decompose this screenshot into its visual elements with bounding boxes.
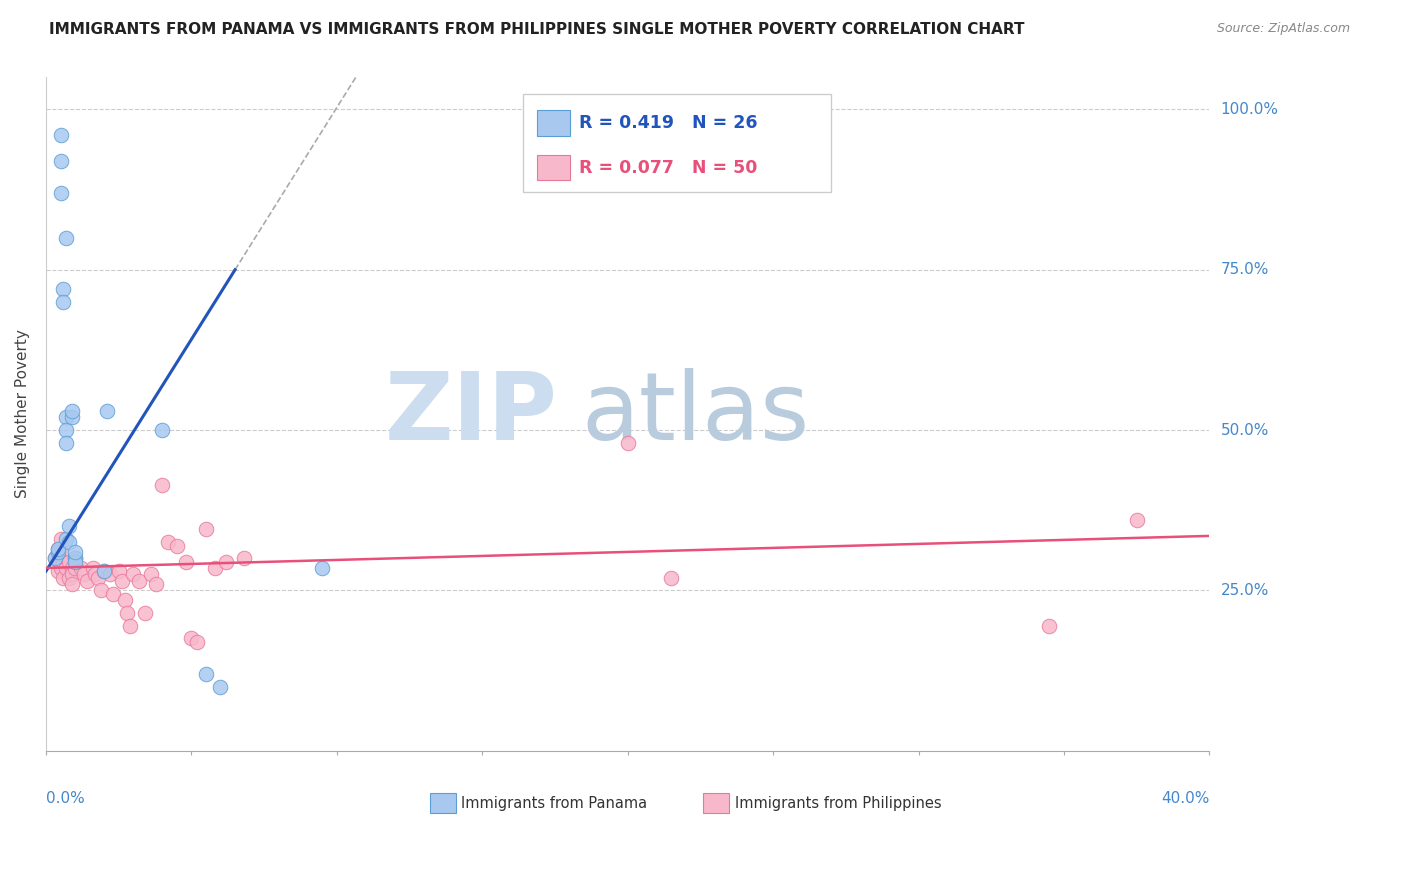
Point [139,567,162,582]
Point [60,567,83,582]
Point [117,606,139,620]
Point [44,551,66,566]
Text: 75.0%: 75.0% [1220,262,1268,277]
Text: Immigrants from Philippines: Immigrants from Philippines [735,796,942,811]
Point [166,539,188,553]
Point [49,153,72,168]
Point [49,186,72,200]
Point [90,583,112,598]
Point [1038,618,1060,632]
Point [87,570,110,584]
Point [122,567,145,582]
Point [58,555,80,569]
Y-axis label: Single Mother Poverty: Single Mother Poverty [15,330,30,499]
Point [107,564,129,578]
Bar [703,793,728,814]
Point [60,561,83,575]
Point [63,561,86,575]
Text: 100.0%: 100.0% [1220,102,1278,117]
Point [110,574,132,588]
Point [60,404,83,418]
Text: 50.0%: 50.0% [1220,423,1268,438]
Point [58,570,80,584]
Text: 40.0%: 40.0% [1161,791,1209,806]
Point [55,423,77,437]
Point [194,523,217,537]
Point [311,561,333,575]
Point [120,618,142,632]
Point [49,561,72,575]
Point [49,532,72,546]
Point [93,564,115,578]
Point [128,574,150,588]
Point [659,570,682,584]
Point [145,577,167,591]
Point [73,567,96,582]
Point [186,634,208,648]
Point [70,561,93,575]
Point [63,545,86,559]
Point [63,551,86,566]
Point [96,404,118,418]
Text: Source: ZipAtlas.com: Source: ZipAtlas.com [1216,22,1350,36]
Point [46,541,69,556]
Point [157,535,180,549]
Point [49,128,72,143]
Point [101,586,124,600]
Point [60,577,83,591]
Point [150,423,173,437]
Point [134,606,156,620]
Point [209,680,232,694]
Point [1125,513,1147,527]
Point [204,561,226,575]
Point [63,555,86,569]
Point [55,410,77,425]
Point [58,535,80,549]
Text: 0.0%: 0.0% [46,791,84,806]
Point [55,561,77,575]
FancyBboxPatch shape [523,95,831,192]
Point [63,551,86,566]
Point [52,282,75,296]
Text: IMMIGRANTS FROM PANAMA VS IMMIGRANTS FROM PHILIPPINES SINGLE MOTHER POVERTY CORR: IMMIGRANTS FROM PANAMA VS IMMIGRANTS FRO… [49,22,1025,37]
Point [215,555,238,569]
Point [52,294,75,309]
Point [49,545,72,559]
Text: 25.0%: 25.0% [1220,582,1268,598]
Point [174,555,197,569]
Point [46,545,69,559]
Point [76,574,98,588]
Point [180,632,202,646]
Point [44,551,66,566]
Text: Immigrants from Panama: Immigrants from Panama [461,796,647,811]
Point [84,567,107,582]
Bar [537,111,569,136]
Point [150,477,173,491]
Point [52,570,75,584]
Point [58,519,80,533]
Point [98,567,121,582]
Point [82,561,104,575]
Point [55,532,77,546]
Point [232,551,254,566]
Bar [430,793,456,814]
Point [194,666,217,681]
Bar [537,155,569,180]
Point [46,541,69,556]
Point [93,564,115,578]
Point [55,231,77,245]
Point [114,593,136,607]
Text: atlas: atlas [581,368,810,460]
Point [55,436,77,450]
Text: R = 0.419   N = 26: R = 0.419 N = 26 [579,114,758,132]
Text: ZIP: ZIP [385,368,558,460]
Point [616,436,638,450]
Point [60,410,83,425]
Text: R = 0.077   N = 50: R = 0.077 N = 50 [579,159,758,177]
Point [52,555,75,569]
Point [46,564,69,578]
